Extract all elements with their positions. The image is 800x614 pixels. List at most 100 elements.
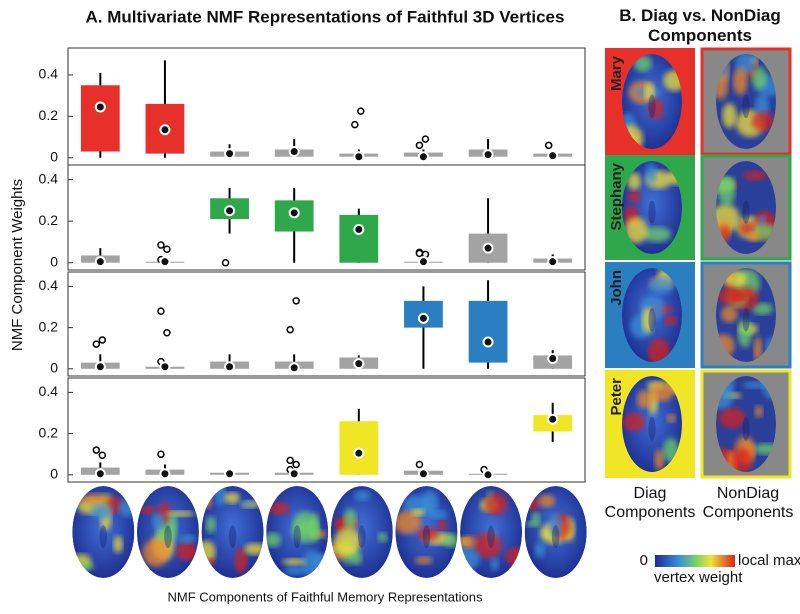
face-blob <box>443 533 458 548</box>
subject-name: Stephany <box>608 162 625 230</box>
face-shade <box>99 525 108 549</box>
mean-marker <box>417 468 429 480</box>
mean-marker <box>353 447 365 459</box>
face-blob <box>549 513 562 538</box>
face-blob <box>473 532 502 559</box>
face-blob <box>643 226 672 243</box>
outlier <box>157 241 165 249</box>
panel-b-title: B. Diag vs. NonDiag Components <box>619 6 781 45</box>
face-blob <box>205 558 216 566</box>
face-blob <box>623 412 645 432</box>
face-map <box>136 486 199 578</box>
mean-marker <box>353 151 365 163</box>
mean-marker <box>94 361 106 373</box>
face-blob <box>737 318 752 348</box>
outlier <box>421 135 430 143</box>
y-tick-label: 0.2 <box>39 212 59 228</box>
face-blob <box>395 510 422 535</box>
mean-marker <box>159 124 171 136</box>
face-blob <box>644 82 655 101</box>
face-blob <box>743 170 767 181</box>
face-blob <box>716 178 735 194</box>
y-tick-label: 0.4 <box>39 66 59 82</box>
face-shade <box>742 200 750 224</box>
face-blob <box>460 535 477 549</box>
mean-marker <box>288 207 300 219</box>
x-axis-label: NMF Components of Faithful Memory Repres… <box>167 589 483 604</box>
face-blob <box>417 526 439 542</box>
face-blob <box>490 557 499 571</box>
face-shade <box>487 525 495 549</box>
face-blob <box>649 383 674 402</box>
mean-marker <box>94 101 106 113</box>
face-map <box>395 486 458 578</box>
face-shade <box>422 525 431 549</box>
box <box>339 214 379 263</box>
face-blob <box>415 556 433 565</box>
outlier <box>286 325 294 334</box>
face-content <box>524 486 587 578</box>
y-tick-label: 0.2 <box>39 318 59 334</box>
y-axis-label: NMF Component Weights <box>9 179 26 351</box>
outlier <box>292 460 300 469</box>
mean-marker <box>224 468 236 480</box>
face-blob <box>302 550 323 578</box>
face-blob <box>525 520 540 527</box>
y-tick-label: 0 <box>50 359 58 375</box>
face-blob <box>205 515 216 533</box>
mean-marker <box>288 362 300 374</box>
face-blob <box>203 490 213 509</box>
y-tick-label: 0 <box>50 148 58 164</box>
outlier <box>415 249 424 258</box>
face-blob <box>718 407 746 429</box>
outlier <box>357 107 365 115</box>
face-shade <box>358 525 366 549</box>
colorbar <box>655 555 735 567</box>
face-blob <box>505 547 523 566</box>
face-map <box>201 486 264 578</box>
mean-marker <box>224 148 236 160</box>
mean-marker <box>547 413 559 425</box>
subject-name: John <box>608 270 625 306</box>
mean-marker <box>547 150 559 162</box>
face-blob <box>720 305 738 323</box>
face-blob <box>733 67 748 96</box>
face-shade <box>742 416 750 441</box>
face-blob <box>484 492 508 516</box>
face-blob <box>437 519 448 531</box>
outlier <box>292 297 300 305</box>
outlier <box>163 245 171 253</box>
face-content <box>330 486 393 578</box>
mean-marker <box>224 205 236 217</box>
face-shade <box>648 200 656 224</box>
mean-marker <box>547 256 559 268</box>
face-content <box>395 486 458 578</box>
mean-marker <box>159 256 171 268</box>
face-blob <box>284 565 307 576</box>
face-content <box>201 486 264 578</box>
mean-marker <box>94 256 106 268</box>
face-blob <box>751 302 774 315</box>
mean-marker <box>417 151 429 163</box>
face-base <box>201 486 264 578</box>
face-blob <box>633 55 653 72</box>
face-content <box>716 54 776 149</box>
face-map <box>266 486 329 578</box>
face-blob <box>753 336 763 362</box>
face-blob <box>751 66 767 90</box>
panel-a-title: A. Multivariate NMF Representations of F… <box>86 7 565 26</box>
face-blob <box>242 500 254 507</box>
face-blob <box>627 172 641 190</box>
mean-marker <box>288 468 300 480</box>
face-shade <box>293 525 301 549</box>
mean-marker <box>417 312 429 324</box>
face-blob <box>534 541 546 559</box>
outlier <box>286 456 294 465</box>
outlier <box>163 329 171 337</box>
face-blob <box>167 513 178 542</box>
y-tick-label: 0.4 <box>39 277 59 293</box>
mean-marker <box>417 256 429 268</box>
mean-marker <box>353 358 365 370</box>
